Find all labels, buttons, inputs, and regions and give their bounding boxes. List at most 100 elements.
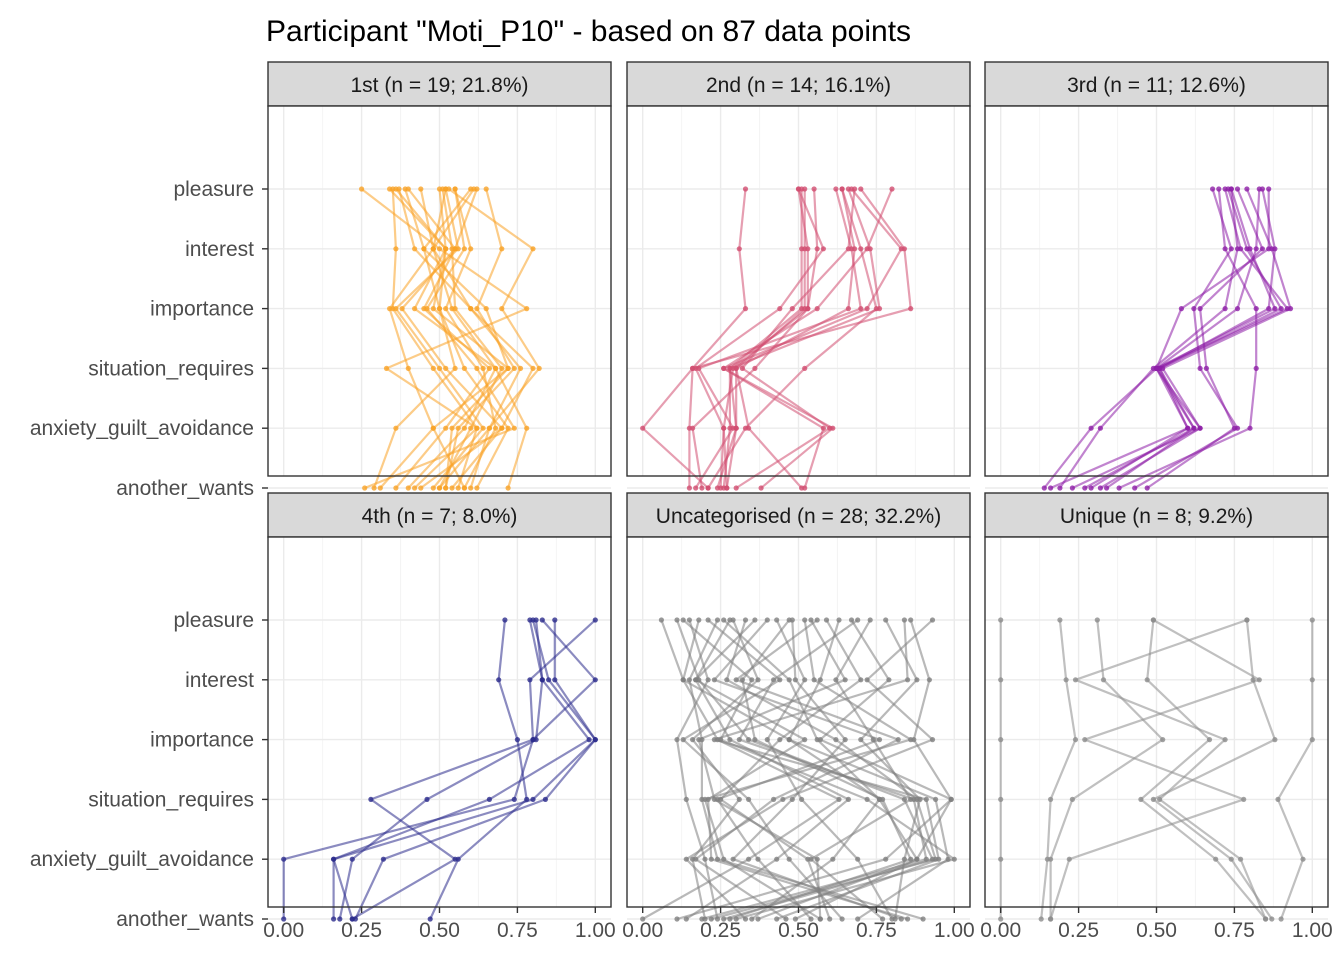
data-point bbox=[914, 677, 920, 683]
data-point bbox=[362, 485, 368, 491]
y-tick-label: interest bbox=[185, 238, 254, 261]
data-point bbox=[281, 856, 287, 862]
data-point bbox=[814, 246, 820, 252]
data-point bbox=[739, 365, 746, 371]
data-point bbox=[998, 856, 1004, 862]
data-point bbox=[680, 737, 686, 743]
data-point bbox=[714, 485, 721, 491]
data-point bbox=[1206, 737, 1213, 743]
data-point bbox=[774, 617, 780, 623]
data-point bbox=[708, 916, 714, 922]
data-point bbox=[908, 796, 914, 803]
data-point bbox=[1253, 365, 1259, 371]
data-point bbox=[749, 916, 755, 922]
data-point bbox=[452, 365, 458, 371]
data-point bbox=[421, 246, 427, 252]
data-point bbox=[1063, 677, 1069, 683]
data-point bbox=[714, 916, 721, 922]
data-point bbox=[746, 425, 752, 431]
data-point bbox=[948, 796, 954, 803]
data-point bbox=[845, 796, 852, 803]
data-point bbox=[733, 485, 739, 491]
data-point bbox=[455, 425, 461, 431]
data-point bbox=[418, 485, 424, 491]
data-point bbox=[430, 485, 436, 491]
data-point bbox=[724, 485, 730, 491]
data-point bbox=[771, 796, 777, 803]
data-point bbox=[1197, 425, 1203, 431]
data-point bbox=[929, 737, 936, 743]
x-tick-label: 0.50 bbox=[419, 919, 460, 942]
data-point bbox=[696, 617, 702, 623]
y-tick-label: pleasure bbox=[173, 178, 254, 201]
data-point bbox=[1138, 796, 1144, 803]
data-point bbox=[527, 677, 533, 683]
facet-strip-label: Unique (n = 8; 9.2%) bbox=[1060, 505, 1253, 528]
data-point bbox=[552, 617, 558, 623]
series-line bbox=[351, 619, 597, 920]
data-point bbox=[855, 916, 861, 922]
data-point bbox=[349, 916, 355, 922]
data-point bbox=[1241, 796, 1247, 803]
data-point bbox=[711, 796, 718, 803]
data-point bbox=[546, 677, 552, 683]
data-point bbox=[814, 856, 820, 862]
data-point bbox=[693, 677, 699, 683]
data-point bbox=[1144, 677, 1150, 683]
data-point bbox=[436, 365, 443, 371]
x-tick-label: 0.50 bbox=[1136, 919, 1177, 942]
data-point bbox=[802, 365, 808, 371]
data-point bbox=[405, 485, 411, 491]
data-point bbox=[471, 186, 477, 192]
data-point bbox=[393, 425, 399, 431]
data-point bbox=[349, 856, 355, 862]
data-point bbox=[783, 916, 789, 922]
data-point bbox=[493, 365, 499, 371]
data-point bbox=[901, 617, 908, 623]
data-point bbox=[876, 737, 883, 743]
data-point bbox=[820, 425, 827, 431]
data-point bbox=[901, 796, 908, 803]
x-tick-label: 0.25 bbox=[700, 919, 741, 942]
data-point bbox=[721, 916, 727, 922]
data-point bbox=[690, 425, 696, 431]
series-line bbox=[859, 619, 922, 920]
data-point bbox=[1234, 186, 1241, 192]
data-point bbox=[496, 677, 502, 683]
y-tick-label: interest bbox=[185, 669, 254, 692]
data-point bbox=[387, 186, 393, 192]
x-tick-label: 0.75 bbox=[497, 919, 538, 942]
data-point bbox=[468, 306, 474, 312]
data-point bbox=[908, 617, 914, 623]
data-point bbox=[730, 425, 736, 431]
data-point bbox=[552, 677, 558, 683]
data-point bbox=[517, 365, 524, 371]
data-point bbox=[474, 306, 480, 312]
data-point bbox=[393, 485, 399, 491]
x-tick-label: 0.25 bbox=[341, 919, 382, 942]
y-tick-label: importance bbox=[150, 298, 254, 321]
data-point bbox=[727, 737, 733, 743]
data-point bbox=[883, 856, 889, 862]
data-point bbox=[683, 796, 689, 803]
data-point bbox=[1278, 306, 1284, 312]
data-point bbox=[281, 916, 287, 922]
data-point bbox=[436, 485, 443, 491]
data-point bbox=[1072, 737, 1079, 743]
data-point bbox=[674, 737, 680, 743]
data-point bbox=[483, 186, 489, 192]
data-point bbox=[1150, 796, 1156, 803]
data-point bbox=[730, 856, 736, 862]
data-point bbox=[914, 856, 920, 862]
data-point bbox=[802, 617, 808, 623]
series-line bbox=[722, 189, 803, 489]
series-line bbox=[694, 619, 900, 920]
data-point bbox=[499, 246, 505, 252]
data-point bbox=[733, 916, 739, 922]
data-point bbox=[699, 485, 705, 491]
data-point bbox=[845, 306, 852, 312]
data-point bbox=[755, 677, 761, 683]
data-point bbox=[852, 246, 858, 252]
data-point bbox=[752, 365, 758, 371]
data-point bbox=[1048, 916, 1054, 922]
